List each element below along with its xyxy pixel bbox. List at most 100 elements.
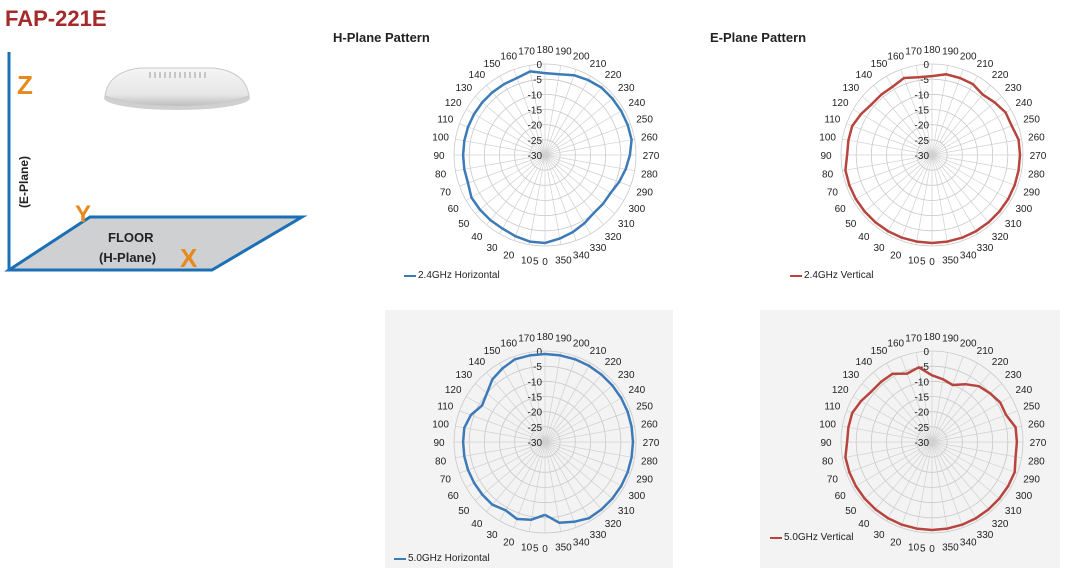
grid-spoke — [528, 441, 546, 532]
grid-spoke — [528, 352, 546, 443]
grid-spoke — [544, 425, 635, 443]
angle-tick-label: 210 — [977, 346, 994, 357]
grid-spoke — [931, 154, 949, 245]
grid-spoke — [544, 76, 591, 156]
axis-z-label: Z — [17, 70, 33, 100]
grid-spoke — [459, 123, 546, 156]
angle-tick-label: 100 — [432, 420, 449, 431]
axis-y-label: Y — [75, 201, 91, 228]
angle-tick-label: 5 — [533, 544, 539, 555]
grid-spoke — [853, 396, 933, 443]
grid-spoke — [873, 441, 933, 512]
radial-tick-label: -20 — [915, 408, 930, 419]
angle-tick-label: 230 — [618, 370, 635, 381]
angle-tick-label: 40 — [858, 519, 870, 530]
angle-tick-label: 140 — [856, 357, 873, 368]
legend-swatch — [770, 536, 782, 539]
angle-tick-label: 100 — [819, 133, 836, 144]
radial-tick-label: -10 — [915, 377, 930, 388]
floor-plane — [3, 215, 308, 272]
angle-tick-label: 200 — [960, 51, 977, 62]
angle-tick-label: 20 — [503, 538, 515, 549]
angle-tick-label: 260 — [641, 420, 658, 431]
angle-tick-label: 70 — [827, 187, 839, 198]
series-line — [461, 70, 633, 245]
angle-tick-label: 5 — [920, 257, 926, 268]
grid-spoke — [499, 154, 546, 234]
grid-spoke — [486, 154, 546, 225]
grid-spoke — [931, 138, 1022, 156]
grid-spoke — [499, 441, 546, 521]
angle-tick-label: 150 — [484, 346, 501, 357]
angle-tick-label: 150 — [871, 346, 888, 357]
angle-tick-label: 10 — [908, 255, 920, 266]
angle-tick-label: 110 — [824, 115, 840, 126]
angle-tick-label: 190 — [942, 47, 959, 58]
angle-tick-label: 130 — [455, 370, 472, 381]
grid-spoke — [931, 154, 991, 225]
radial-tick-label: -20 — [528, 408, 543, 419]
angle-tick-label: 320 — [605, 232, 622, 243]
grid-spoke — [544, 96, 615, 156]
angle-tick-label: 350 — [942, 255, 959, 266]
angle-tick-label: 60 — [448, 204, 460, 215]
angle-tick-label: 60 — [835, 491, 847, 502]
grid-spoke — [466, 154, 546, 201]
angle-tick-label: 10 — [521, 542, 533, 553]
radial-tick-label: 0 — [536, 60, 542, 71]
angle-tick-label: 330 — [977, 530, 994, 541]
angle-tick-label: 30 — [873, 530, 885, 541]
angle-tick-label: 290 — [1023, 187, 1040, 198]
angle-tick-label: 20 — [890, 538, 902, 549]
grid-spoke — [455, 154, 546, 172]
polar-grid — [453, 63, 637, 247]
grid-spoke — [513, 441, 546, 528]
radial-tick-label: -25 — [528, 423, 543, 434]
radial-tick-label: -5 — [920, 75, 929, 86]
angle-tick-label: 230 — [1005, 83, 1022, 94]
radial-tick-label: -30 — [915, 438, 930, 449]
grid-spoke — [544, 441, 604, 512]
angle-tick-label: 130 — [842, 370, 859, 381]
angle-tick-label: 270 — [1030, 438, 1047, 449]
radial-tick-label: -5 — [920, 362, 929, 373]
grid-spoke — [842, 425, 933, 443]
angle-tick-label: 180 — [537, 332, 554, 343]
polar-chart-24-horizontal: 0-5-10-15-20-25-300510203040506070809010… — [432, 45, 660, 268]
angle-tick-label: 350 — [555, 255, 572, 266]
grid-spoke — [475, 441, 546, 501]
legend-label: 5.0GHz Horizontal — [408, 553, 490, 564]
axis-x-label: X — [180, 243, 198, 273]
angle-tick-label: 290 — [636, 187, 653, 198]
angle-tick-label: 300 — [1015, 491, 1032, 502]
e-plane-heading: E-Plane Pattern — [710, 30, 807, 45]
angle-tick-label: 150 — [484, 59, 501, 70]
angle-tick-label: 190 — [555, 47, 572, 58]
angle-tick-label: 120 — [832, 98, 849, 109]
angle-tick-label: 10 — [908, 542, 920, 553]
h-plane-heading: H-Plane Pattern — [333, 30, 430, 45]
angle-tick-label: 220 — [992, 70, 1009, 81]
hplane-label: (H-Plane) — [99, 250, 156, 265]
grid-spoke — [931, 65, 949, 156]
angle-tick-label: 350 — [942, 542, 959, 553]
grid-spoke — [544, 441, 562, 532]
angle-tick-label: 340 — [960, 251, 977, 262]
angle-tick-label: 90 — [820, 438, 832, 449]
grid-spoke — [931, 441, 964, 528]
angle-tick-label: 20 — [503, 251, 515, 262]
grid-spoke — [886, 363, 933, 443]
grid-spoke — [544, 65, 562, 156]
radial-tick-label: -20 — [915, 121, 930, 132]
grid-spoke — [459, 154, 546, 187]
angle-tick-label: 110 — [437, 115, 453, 126]
angle-tick-label: 300 — [628, 491, 645, 502]
angle-tick-label: 50 — [458, 506, 470, 517]
product-title: FAP-221E — [5, 6, 107, 31]
grid-spoke — [931, 410, 1018, 443]
grid-spoke — [931, 109, 1011, 156]
angle-tick-label: 110 — [824, 402, 840, 413]
grid-spoke — [931, 441, 1011, 488]
axes-diagram: Z Y X (E-Plane) FLOOR (H-Plane) — [3, 52, 308, 273]
grid-spoke — [544, 138, 635, 156]
